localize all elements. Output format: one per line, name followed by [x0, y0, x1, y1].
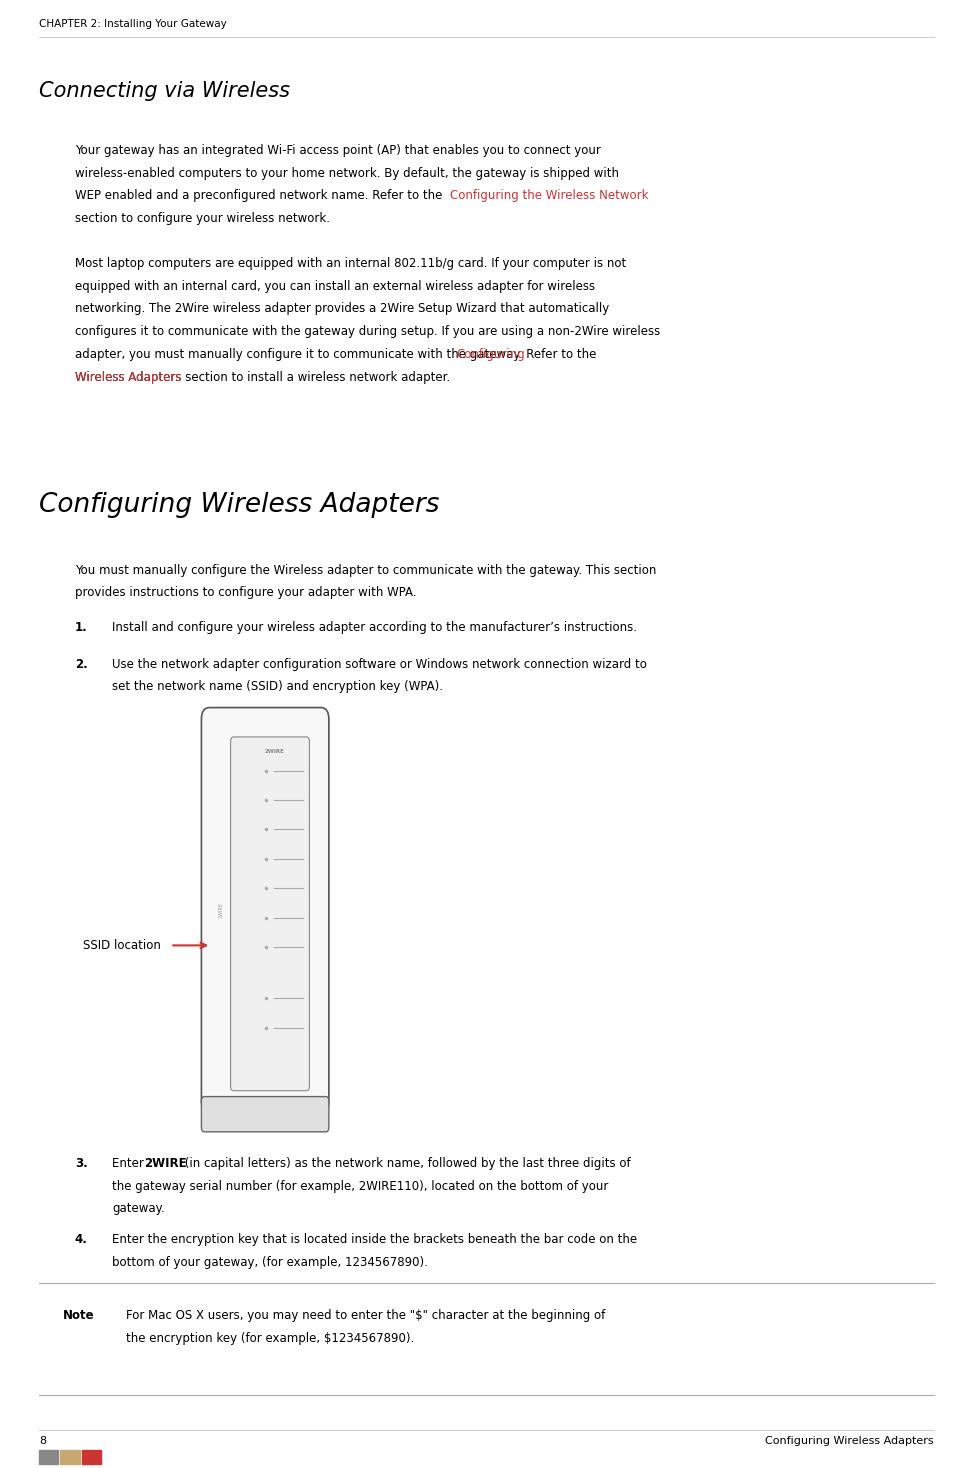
Text: Install and configure your wireless adapter according to the manufacturer’s inst: Install and configure your wireless adap…: [112, 621, 637, 634]
Bar: [82, 1450, 101, 1464]
Text: the gateway serial number (for example, 2WIRE110), located on the bottom of your: the gateway serial number (for example, …: [112, 1180, 608, 1192]
Text: Use the network adapter configuration software or Windows network connection wiz: Use the network adapter configuration so…: [112, 658, 647, 671]
Text: gateway.: gateway.: [112, 1202, 164, 1216]
Text: equipped with an internal card, you can install an external wireless adapter for: equipped with an internal card, you can …: [75, 279, 595, 292]
Text: bottom of your gateway, (for example, 1234567890).: bottom of your gateway, (for example, 12…: [112, 1255, 428, 1268]
Text: 8: 8: [39, 1436, 46, 1446]
Text: 3.: 3.: [75, 1157, 88, 1170]
Text: Configuring: Configuring: [456, 348, 525, 361]
Text: Configuring Wireless Adapters: Configuring Wireless Adapters: [766, 1436, 934, 1446]
Text: Enter: Enter: [112, 1157, 148, 1170]
Text: CHAPTER 2: Installing Your Gateway: CHAPTER 2: Installing Your Gateway: [39, 19, 227, 29]
Text: 1.: 1.: [75, 621, 88, 634]
FancyBboxPatch shape: [231, 737, 309, 1091]
Text: 2.: 2.: [75, 658, 88, 671]
Text: Wireless Adapters section to install a wireless network adapter.: Wireless Adapters section to install a w…: [75, 370, 450, 383]
Text: section to configure your wireless network.: section to configure your wireless netwo…: [75, 213, 330, 225]
Text: configures it to communicate with the gateway during setup. If you are using a n: configures it to communicate with the ga…: [75, 326, 660, 338]
Text: the encryption key (for example, $1234567890).: the encryption key (for example, $123456…: [126, 1333, 414, 1345]
Text: Enter the encryption key that is located inside the brackets beneath the bar cod: Enter the encryption key that is located…: [112, 1233, 637, 1246]
Text: Wireless Adapters: Wireless Adapters: [75, 370, 181, 383]
Bar: [60, 1450, 80, 1464]
Text: 2WIRE: 2WIRE: [144, 1157, 187, 1170]
Bar: [39, 1450, 58, 1464]
Text: Your gateway has an integrated Wi-Fi access point (AP) that enables you to conne: Your gateway has an integrated Wi-Fi acc…: [75, 144, 600, 157]
Text: Note: Note: [63, 1309, 95, 1323]
Text: Connecting via Wireless: Connecting via Wireless: [39, 81, 290, 101]
Text: 2WIRE: 2WIRE: [265, 749, 285, 753]
Text: You must manually configure the Wireless adapter to communicate with the gateway: You must manually configure the Wireless…: [75, 564, 657, 577]
Text: provides instructions to configure your adapter with WPA.: provides instructions to configure your …: [75, 586, 416, 599]
Text: SSID location: SSID location: [83, 940, 161, 951]
Text: WEP enabled and a preconfigured network name. Refer to the: WEP enabled and a preconfigured network …: [75, 189, 446, 203]
Text: networking. The 2Wire wireless adapter provides a 2Wire Setup Wizard that automa: networking. The 2Wire wireless adapter p…: [75, 302, 609, 316]
Text: Most laptop computers are equipped with an internal 802.11b/g card. If your comp: Most laptop computers are equipped with …: [75, 257, 627, 270]
Text: adapter, you must manually configure it to communicate with the gateway. Refer t: adapter, you must manually configure it …: [75, 348, 600, 361]
Text: Configuring the Wireless Network: Configuring the Wireless Network: [450, 189, 648, 203]
Text: (in capital letters) as the network name, followed by the last three digits of: (in capital letters) as the network name…: [181, 1157, 631, 1170]
FancyBboxPatch shape: [201, 708, 329, 1113]
Text: For Mac OS X users, you may need to enter the "$" character at the beginning of: For Mac OS X users, you may need to ente…: [126, 1309, 606, 1323]
Text: 4.: 4.: [75, 1233, 88, 1246]
Text: wireless-enabled computers to your home network. By default, the gateway is ship: wireless-enabled computers to your home …: [75, 167, 619, 179]
Text: Configuring Wireless Adapters: Configuring Wireless Adapters: [39, 492, 440, 518]
Text: 2WIRE: 2WIRE: [218, 903, 224, 918]
Text: set the network name (SSID) and encryption key (WPA).: set the network name (SSID) and encrypti…: [112, 681, 443, 693]
FancyBboxPatch shape: [201, 1097, 329, 1132]
